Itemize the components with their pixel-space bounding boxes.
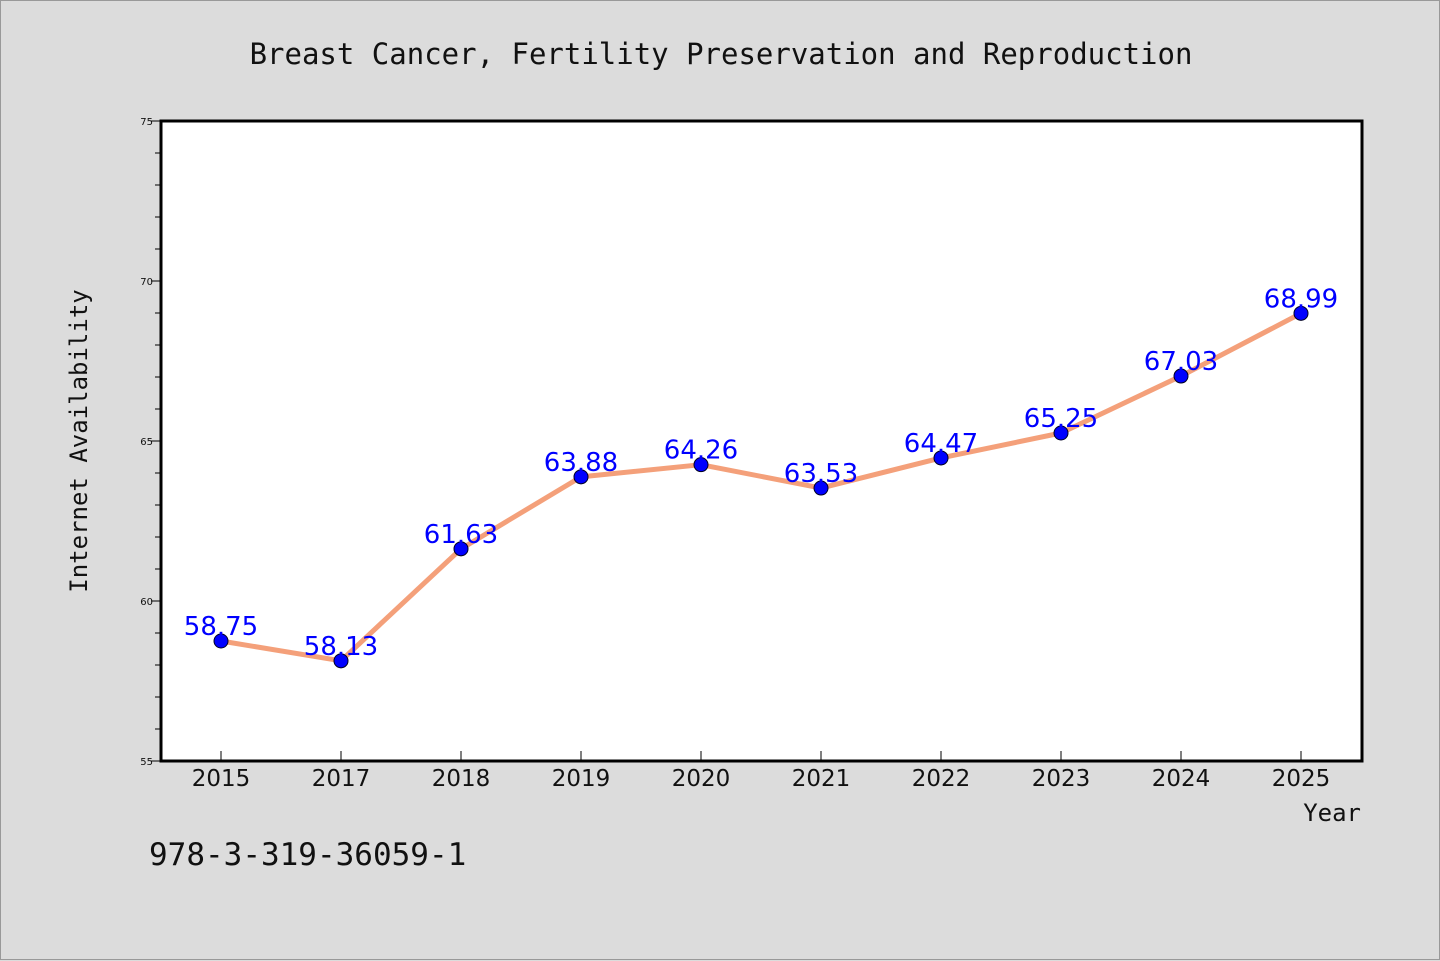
data-label: 67.03	[1144, 347, 1218, 377]
data-point	[1053, 425, 1069, 441]
data-label: 63.88	[544, 448, 618, 478]
x-tick-label: 2019	[552, 766, 611, 792]
x-tick-label: 2018	[432, 766, 491, 792]
data-label: 65.25	[1024, 404, 1098, 434]
series-line	[220, 311, 1303, 664]
x-tick-label: 2021	[792, 766, 851, 792]
data-label: 64.26	[664, 436, 738, 466]
data-point	[1173, 368, 1189, 384]
data-label: 58.13	[304, 632, 378, 662]
x-tick-label: 2022	[912, 766, 971, 792]
data-label: 63.53	[784, 459, 858, 489]
y-axis-label: Internet Availability	[65, 289, 93, 592]
data-point	[813, 480, 829, 496]
data-label: 64.47	[904, 429, 978, 459]
data-label: 68.99	[1264, 284, 1338, 314]
data-labels: 58.75 58.13 61.63 63.88 64.26 63.53 64.47 65.25…	[184, 284, 1338, 662]
x-tick-label: 2020	[672, 766, 731, 792]
data-point	[213, 633, 229, 649]
data-point	[693, 457, 709, 473]
y-tick-label: 75	[140, 117, 153, 128]
x-axis-label: Year	[1303, 799, 1361, 827]
x-tick-label: 2025	[1272, 766, 1331, 792]
x-axis-ticks: 2015 2017 2018 2019 2020 2021 2022 2023 2024 2025	[192, 751, 1331, 792]
x-tick-label: 2023	[1032, 766, 1091, 792]
data-point	[933, 450, 949, 466]
data-point	[573, 469, 589, 485]
y-tick-label: 70	[140, 277, 153, 288]
data-label: 58.75	[184, 612, 258, 642]
y-tick-label: 60	[140, 597, 153, 608]
data-point	[453, 541, 469, 557]
data-point	[333, 653, 349, 669]
data-point	[1293, 305, 1309, 321]
chart-title: Breast Cancer, Fertility Preservation an…	[250, 37, 1193, 71]
x-tick-label: 2024	[1152, 766, 1211, 792]
data-points	[213, 305, 1309, 669]
x-tick-label: 2015	[192, 766, 251, 792]
x-tick-label: 2017	[312, 766, 371, 792]
plot-area	[159, 119, 1364, 763]
data-label: 61.63	[424, 520, 498, 550]
y-axis-ticks: 55 60 65 70 75	[140, 117, 161, 768]
y-tick-label: 55	[140, 757, 153, 768]
y-tick-label: 65	[140, 437, 153, 448]
isbn-annotation: 978-3-319-36059-1	[149, 837, 466, 873]
